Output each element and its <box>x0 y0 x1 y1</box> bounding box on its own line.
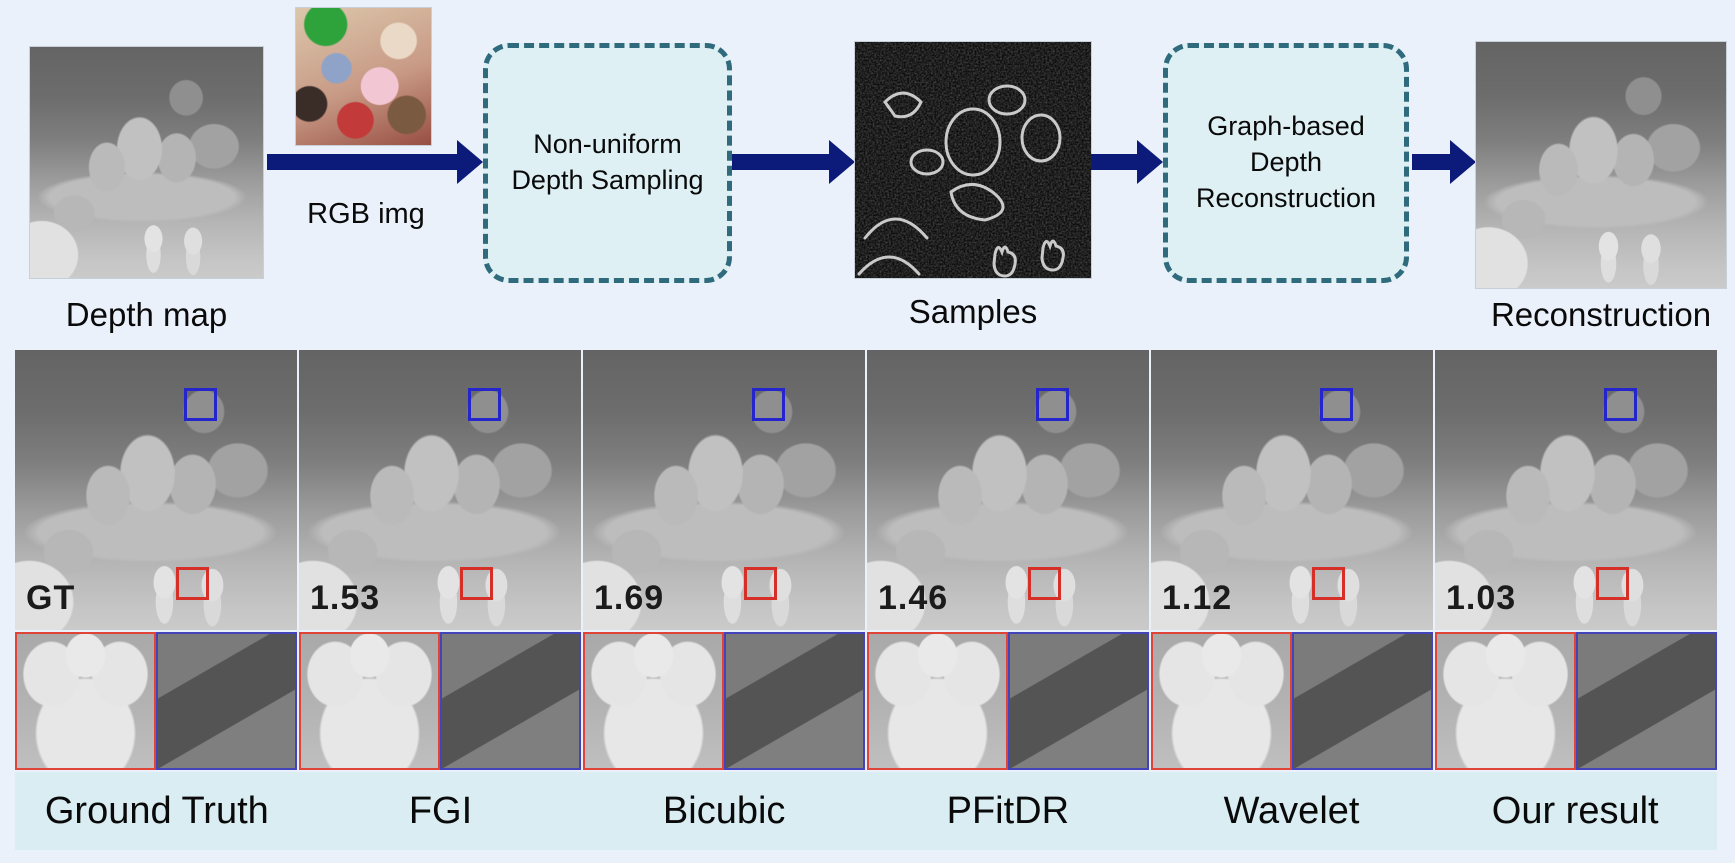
comparison-panel: 1.46 <box>867 350 1149 770</box>
depth-map-image <box>30 47 263 278</box>
method-label: Ground Truth <box>44 789 269 832</box>
zoom-crop-red <box>299 632 440 770</box>
highlight-box-blue <box>1604 387 1638 421</box>
highlight-box-blue <box>1320 387 1354 421</box>
panel-depth-map-image: 1.53 <box>299 350 581 630</box>
zoom-crop-blue <box>1292 632 1433 770</box>
zoom-crop-blue <box>440 632 581 770</box>
reconstruction-image <box>1476 42 1726 288</box>
panel-depth-map-image: 1.46 <box>867 350 1149 630</box>
arrow-shaft <box>732 154 829 170</box>
highlight-box-blue <box>752 387 786 421</box>
panel-depth-map-image: 1.03 <box>1435 350 1717 630</box>
comparison-panel: 1.03 <box>1435 350 1717 770</box>
highlight-box-red <box>459 567 493 600</box>
highlight-box-blue <box>1036 387 1070 421</box>
arrow-depth-to-sampling <box>267 140 483 184</box>
zoom-crop-blue <box>1576 632 1717 770</box>
highlight-box-blue <box>184 387 218 421</box>
comparison-grid: GT 1.53 1.69 1.46 <box>15 350 1717 770</box>
zoom-crop-red <box>1435 632 1576 770</box>
comparison-panel: 1.69 <box>583 350 865 770</box>
arrow-head-icon <box>457 140 483 184</box>
non-uniform-depth-sampling-box: Non-uniform Depth Sampling <box>483 43 732 283</box>
arrow-samples-to-reconstruction <box>1091 140 1163 184</box>
metric-label: GT <box>26 579 76 617</box>
zoom-crop-red <box>583 632 724 770</box>
method-label: PFitDR <box>946 789 1070 832</box>
zoom-crops-row <box>583 632 865 770</box>
zoom-crop-blue <box>724 632 865 770</box>
arrow-head-icon <box>1450 140 1476 184</box>
comparison-panel: GT <box>15 350 297 770</box>
reconstruction-label: Reconstruction <box>1490 296 1712 333</box>
method-label: Our result <box>1491 789 1659 832</box>
highlight-box-red <box>1311 567 1345 600</box>
method-label-band: Ground Truth FGI Bicubic PFitDR Wavelet Our r… <box>15 772 1717 850</box>
samples-image <box>855 42 1091 278</box>
zoom-crop-blue <box>156 632 297 770</box>
graph-based-depth-reconstruction-box: Graph-based Depth Reconstruction <box>1163 43 1409 283</box>
highlight-box-red <box>1027 567 1061 600</box>
rgb-image <box>296 8 431 145</box>
zoom-crop-red <box>15 632 156 770</box>
metric-label: 1.03 <box>1446 579 1517 617</box>
arrow-head-icon <box>829 140 855 184</box>
rgb-image-label: RGB img <box>307 198 425 230</box>
highlight-box-red <box>1595 567 1629 600</box>
method-label: Wavelet <box>1223 789 1360 832</box>
zoom-crop-red <box>1151 632 1292 770</box>
arrow-shaft <box>1412 154 1450 170</box>
metric-label: 1.12 <box>1162 579 1233 617</box>
reconstruction-box-line1: Graph-based <box>1207 111 1365 142</box>
panel-depth-map-image: 1.12 <box>1151 350 1433 630</box>
panel-depth-map-image: 1.69 <box>583 350 865 630</box>
zoom-crops-row <box>15 632 297 770</box>
arrow-shaft <box>267 154 457 170</box>
zoom-crop-red <box>867 632 1008 770</box>
metric-label: 1.69 <box>594 579 665 617</box>
comparison-panel: 1.53 <box>299 350 581 770</box>
reconstruction-box-line3: Reconstruction <box>1195 182 1377 213</box>
metric-label: 1.53 <box>310 579 381 617</box>
depth-map-label: Depth map <box>65 296 228 333</box>
reconstruction-box-line2: Depth <box>1249 147 1323 178</box>
arrow-shaft <box>1091 154 1137 170</box>
samples-label: Samples <box>908 293 1038 330</box>
zoom-crops-row <box>299 632 581 770</box>
highlight-box-red <box>743 567 777 600</box>
zoom-crops-row <box>867 632 1149 770</box>
arrow-box-to-result <box>1412 140 1476 184</box>
highlight-box-red <box>175 567 209 600</box>
arrow-sampling-to-samples <box>732 140 855 184</box>
sampling-box-line2: Depth Sampling <box>511 165 704 195</box>
samples-edge-map <box>855 42 1091 278</box>
zoom-crop-blue <box>1008 632 1149 770</box>
panel-depth-map-image: GT <box>15 350 297 630</box>
arrow-head-icon <box>1137 140 1163 184</box>
zoom-crops-row <box>1151 632 1433 770</box>
metric-label: 1.46 <box>878 579 949 617</box>
zoom-crops-row <box>1435 632 1717 770</box>
comparison-panel: 1.12 <box>1151 350 1433 770</box>
highlight-box-blue <box>468 387 502 421</box>
method-label: Bicubic <box>662 789 786 832</box>
sampling-box-line1: Non-uniform <box>533 129 682 160</box>
method-label: FGI <box>408 789 473 832</box>
